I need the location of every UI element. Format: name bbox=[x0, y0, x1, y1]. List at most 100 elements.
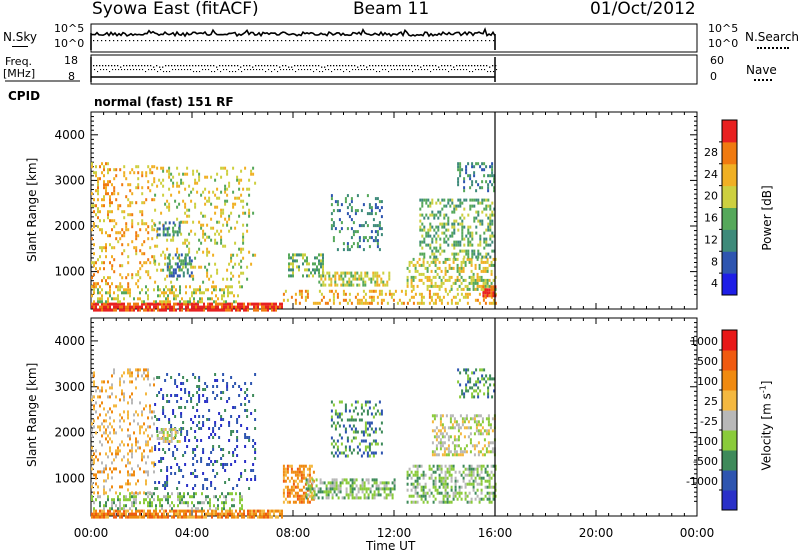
heatmap-cell bbox=[482, 294, 485, 298]
heatmap-cell bbox=[189, 308, 191, 312]
heatmap-cell bbox=[153, 492, 155, 496]
heatmap-cell bbox=[244, 397, 247, 400]
heatmap-cell bbox=[179, 515, 181, 519]
heatmap-cell bbox=[298, 497, 301, 501]
heatmap-cell bbox=[464, 482, 467, 486]
heatmap-cell bbox=[229, 285, 231, 289]
heatmap-cell bbox=[168, 233, 171, 237]
heatmap-cell bbox=[370, 212, 373, 216]
heatmap-cell bbox=[224, 481, 227, 484]
heatmap-cell bbox=[433, 246, 436, 250]
freq-dot bbox=[411, 65, 413, 67]
heatmap-cell bbox=[125, 464, 127, 468]
heatmap-cell bbox=[119, 204, 122, 208]
heatmap-cell bbox=[380, 292, 383, 296]
heatmap-cell bbox=[162, 193, 165, 197]
heatmap-cell bbox=[197, 507, 199, 511]
nave-dot bbox=[190, 69, 192, 71]
heatmap-cell bbox=[113, 192, 116, 196]
heatmap-cell bbox=[168, 262, 171, 266]
heatmap-cell bbox=[451, 222, 454, 226]
heatmap-cell bbox=[459, 165, 462, 169]
heatmap-cell bbox=[484, 281, 487, 285]
velocity-colorbar-swatch bbox=[722, 350, 737, 371]
heatmap-cell bbox=[393, 487, 396, 491]
heatmap-cell bbox=[448, 473, 451, 477]
heatmap-cell bbox=[185, 515, 187, 519]
nsearch-dot bbox=[457, 40, 459, 42]
heatmap-cell bbox=[93, 380, 95, 384]
heatmap-cell bbox=[103, 195, 105, 199]
heatmap-cell bbox=[113, 419, 115, 423]
heatmap-cell bbox=[439, 243, 442, 247]
heatmap-cell bbox=[105, 255, 107, 259]
heatmap-cell bbox=[445, 240, 448, 244]
heatmap-cell bbox=[294, 253, 296, 257]
heatmap-cell bbox=[352, 242, 355, 246]
heatmap-cell bbox=[440, 479, 443, 483]
heatmap-cell bbox=[217, 308, 219, 312]
nsearch-dot bbox=[301, 40, 303, 42]
heatmap-cell bbox=[348, 424, 351, 428]
heatmap-cell bbox=[469, 432, 472, 436]
heatmap-cell bbox=[164, 233, 167, 237]
heatmap-cell bbox=[135, 377, 137, 381]
heatmap-cell bbox=[131, 491, 133, 495]
heatmap-cell bbox=[143, 300, 145, 304]
heatmap-cell bbox=[225, 501, 227, 505]
heatmap-cell bbox=[196, 250, 199, 254]
heatmap-cell bbox=[117, 512, 119, 516]
heatmap-cell bbox=[127, 498, 129, 502]
heatmap-cell bbox=[131, 455, 133, 459]
heatmap-cell bbox=[414, 470, 417, 474]
heatmap-cell bbox=[242, 205, 245, 209]
nave-dot bbox=[418, 69, 420, 71]
heatmap-cell bbox=[170, 428, 173, 431]
heatmap-cell bbox=[348, 418, 351, 422]
heatmap-cell bbox=[101, 231, 103, 235]
heatmap-cell bbox=[115, 504, 117, 508]
heatmap-cell bbox=[170, 440, 173, 443]
heatmap-cell bbox=[244, 436, 247, 439]
heatmap-cell bbox=[115, 222, 118, 226]
heatmap-cell bbox=[156, 184, 159, 188]
heatmap-cell bbox=[164, 415, 167, 418]
heatmap-cell bbox=[182, 181, 185, 185]
heatmap-cell bbox=[288, 464, 291, 468]
heatmap-cell bbox=[157, 294, 159, 298]
heatmap-cell bbox=[362, 409, 365, 413]
heatmap-cell bbox=[483, 168, 486, 172]
heatmap-cell bbox=[350, 280, 353, 284]
heatmap-cell bbox=[185, 509, 187, 513]
heatmap-cell bbox=[241, 302, 243, 306]
freq-dot bbox=[198, 65, 200, 67]
heatmap-cell bbox=[305, 478, 308, 482]
heatmap-cell bbox=[450, 464, 453, 468]
heatmap-cell bbox=[127, 452, 129, 456]
heatmap-cell bbox=[444, 464, 447, 468]
heatmap-cell bbox=[434, 292, 437, 296]
heatmap-cell bbox=[135, 449, 137, 453]
heatmap-cell bbox=[119, 504, 121, 508]
heatmap-cell bbox=[228, 181, 231, 185]
heatmap-cell bbox=[168, 205, 171, 209]
heatmap-cell bbox=[475, 231, 478, 235]
heatmap-cell bbox=[492, 288, 495, 292]
heatmap-cell bbox=[164, 227, 167, 231]
heatmap-cell bbox=[163, 509, 165, 513]
heatmap-cell bbox=[483, 207, 486, 211]
heatmap-cell bbox=[463, 435, 466, 439]
heatmap-cell bbox=[163, 300, 165, 304]
nave-dot bbox=[490, 71, 492, 73]
heatmap-cell bbox=[432, 479, 435, 483]
heatmap-cell bbox=[458, 494, 461, 498]
heatmap-cell bbox=[111, 410, 113, 414]
heatmap-cell bbox=[478, 473, 481, 477]
heatmap-cell bbox=[422, 473, 425, 477]
heatmap-cell bbox=[444, 494, 447, 498]
heatmap-cell bbox=[168, 166, 171, 170]
heatmap-cell bbox=[443, 426, 446, 430]
heatmap-cell bbox=[153, 410, 155, 414]
heatmap-cell bbox=[172, 412, 175, 415]
heatmap-cell bbox=[101, 515, 103, 519]
